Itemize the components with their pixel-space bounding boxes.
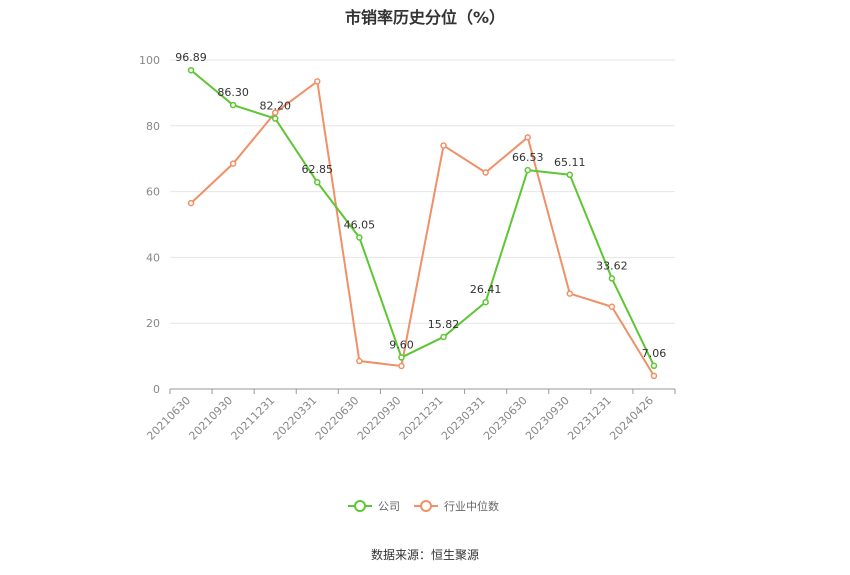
y-tick-label: 80 (146, 120, 160, 133)
data-label: 65.11 (554, 156, 586, 169)
data-point (608, 303, 616, 310)
data-point (398, 362, 405, 370)
data-point (524, 166, 531, 174)
data-point (650, 372, 658, 380)
y-axis: 0 20 40 60 80 100 (139, 54, 160, 396)
data-point (229, 160, 237, 167)
chart-title: 市销率历史分位（%） (344, 8, 506, 27)
x-axis: 2021063020210930202112312022033120220630… (144, 388, 676, 443)
legend: 公司 行业中位数 (348, 499, 499, 513)
x-tick-label: 20230930 (523, 394, 572, 443)
y-tick-label: 20 (146, 317, 160, 330)
data-point (650, 362, 658, 370)
data-point (229, 101, 237, 109)
data-point (566, 171, 574, 179)
data-label: 82.20 (259, 100, 291, 113)
x-tick-label: 20230630 (481, 394, 530, 443)
x-tick-label: 20220331 (271, 394, 320, 443)
data-point (566, 290, 574, 297)
data-label: 62.85 (302, 163, 334, 176)
data-point (187, 66, 195, 74)
x-tick-label: 20220930 (355, 394, 404, 443)
x-tick-label: 20210630 (144, 394, 193, 443)
data-label: 66.53 (512, 151, 544, 164)
data-point (608, 275, 616, 282)
x-tick-label: 20210930 (186, 394, 235, 443)
y-tick-label: 100 (139, 54, 160, 67)
legend-label-industry-median: 行业中位数 (444, 499, 499, 513)
data-point (187, 199, 195, 207)
data-point (356, 357, 363, 365)
x-tick-label: 20220630 (313, 394, 362, 443)
series-line-industry-median (190, 80, 655, 377)
x-tick-label: 20231231 (565, 394, 614, 443)
data-label: 86.30 (217, 86, 249, 99)
x-tick-label: 20240426 (607, 394, 656, 443)
data-label: 46.05 (344, 218, 376, 231)
legend-label-company: 公司 (378, 500, 400, 513)
series-points (187, 66, 658, 380)
data-point (482, 169, 489, 176)
series-line-company (190, 69, 655, 367)
data-label: 96.89 (175, 51, 207, 64)
legend-marker (420, 500, 432, 512)
y-tick-label: 0 (153, 383, 160, 396)
data-point (271, 109, 279, 116)
data-label: 15.82 (428, 318, 460, 331)
data-point (314, 178, 321, 186)
y-tick-label: 40 (146, 251, 160, 264)
data-point (398, 354, 405, 361)
data-point (524, 134, 531, 141)
y-tick-label: 60 (146, 186, 160, 199)
data-point (356, 234, 363, 241)
data-point (482, 298, 489, 306)
grid-lines (170, 59, 675, 324)
data-label: 33.62 (596, 259, 628, 272)
data-label: 26.41 (470, 283, 502, 296)
data-labels: 96.89 86.30 82.20 62.85 46.05 9.60 15.82 26.41 6… (175, 51, 666, 360)
x-tick-label: 20211231 (229, 394, 278, 443)
source-note: 数据来源：恒生聚源 (370, 548, 479, 562)
data-label: 9.60 (389, 338, 414, 351)
legend-marker (354, 500, 366, 512)
data-label: 7.06 (642, 347, 667, 360)
series-lines (190, 69, 655, 377)
x-tick-label: 20221231 (397, 394, 446, 443)
x-tick-label: 20230331 (439, 394, 488, 443)
data-point (314, 78, 321, 85)
data-point (440, 142, 447, 149)
data-point (440, 333, 447, 341)
data-point (271, 115, 279, 122)
